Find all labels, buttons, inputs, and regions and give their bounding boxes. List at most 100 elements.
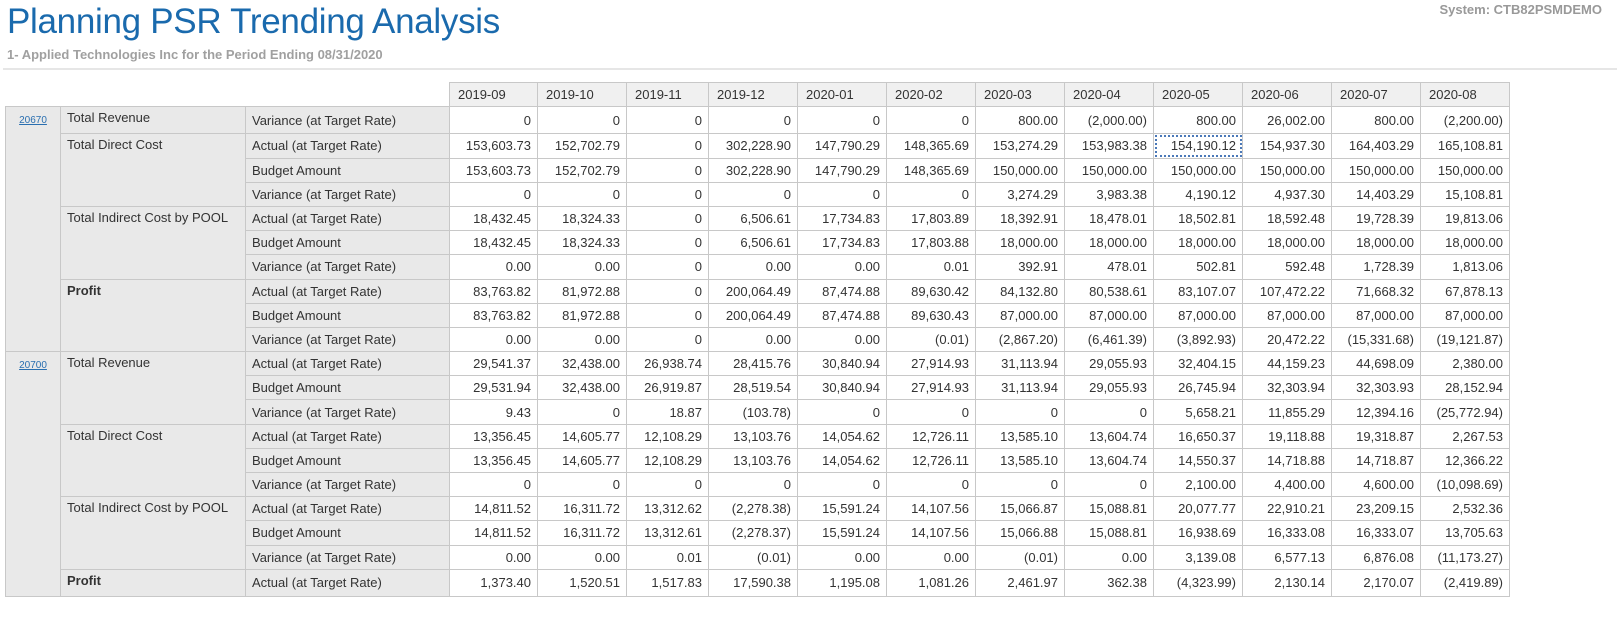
value-cell[interactable]: 0: [886, 181, 976, 207]
value-cell[interactable]: 15,066.87: [975, 496, 1065, 522]
value-cell[interactable]: 150,000.00: [1242, 157, 1332, 183]
value-cell[interactable]: 28,152.94: [1420, 375, 1510, 401]
value-cell[interactable]: 15,108.81: [1420, 181, 1510, 207]
value-cell[interactable]: 71,668.32: [1331, 278, 1421, 304]
value-cell[interactable]: 0: [797, 106, 887, 135]
value-cell[interactable]: (10,098.69): [1420, 471, 1510, 498]
value-cell[interactable]: (2,278.38): [708, 496, 798, 522]
value-cell[interactable]: (2,278.37): [708, 520, 798, 546]
value-cell[interactable]: 12,108.29: [626, 423, 709, 449]
value-cell[interactable]: 0: [626, 157, 709, 183]
value-cell[interactable]: (103.78): [708, 399, 798, 425]
value-cell[interactable]: 18,324.33: [537, 205, 627, 232]
value-cell[interactable]: 84,132.80: [975, 278, 1065, 304]
value-cell[interactable]: 147,790.29: [797, 133, 887, 159]
value-cell[interactable]: 19,318.87: [1331, 423, 1421, 449]
value-cell[interactable]: 15,591.24: [797, 496, 887, 522]
value-cell[interactable]: 0: [537, 399, 627, 425]
value-cell[interactable]: 22,910.21: [1242, 496, 1332, 522]
value-cell[interactable]: 0.00: [449, 326, 538, 353]
value-cell[interactable]: 164,403.29: [1331, 133, 1421, 159]
value-cell[interactable]: 0: [886, 106, 976, 135]
value-cell[interactable]: 13,604.74: [1064, 423, 1154, 449]
value-cell[interactable]: 302,228.90: [708, 157, 798, 183]
value-cell[interactable]: 81,972.88: [537, 302, 627, 328]
value-cell[interactable]: 12,394.16: [1331, 399, 1421, 425]
value-cell[interactable]: 18,432.45: [449, 230, 538, 256]
value-cell[interactable]: 83,763.82: [449, 302, 538, 328]
value-cell[interactable]: 20,077.77: [1153, 496, 1243, 522]
value-cell[interactable]: 18.87: [626, 399, 709, 425]
value-cell[interactable]: 0: [1064, 399, 1154, 425]
value-cell[interactable]: 18,000.00: [1064, 230, 1154, 256]
value-cell[interactable]: 0: [537, 471, 627, 498]
value-cell[interactable]: 13,103.76: [708, 447, 798, 474]
value-cell[interactable]: 0.00: [537, 326, 627, 353]
value-cell[interactable]: 0.00: [537, 544, 627, 570]
value-cell[interactable]: 302,228.90: [708, 133, 798, 159]
value-cell[interactable]: 13,312.62: [626, 496, 709, 522]
value-cell[interactable]: 18,478.01: [1064, 205, 1154, 232]
value-cell[interactable]: 0: [886, 471, 976, 498]
value-cell[interactable]: 150,000.00: [1064, 157, 1154, 183]
value-cell[interactable]: 16,333.07: [1331, 520, 1421, 546]
value-cell[interactable]: 31,113.94: [975, 375, 1065, 401]
value-cell[interactable]: 44,159.23: [1242, 351, 1332, 377]
value-cell[interactable]: 0.01: [626, 544, 709, 570]
value-cell[interactable]: 11,855.29: [1242, 399, 1332, 425]
value-cell[interactable]: 153,274.29: [975, 133, 1065, 159]
value-cell[interactable]: 0: [797, 181, 887, 207]
value-cell[interactable]: (0.01): [708, 544, 798, 570]
value-cell[interactable]: 14,107.56: [886, 520, 976, 546]
value-cell[interactable]: 13,356.45: [449, 423, 538, 449]
value-cell[interactable]: 14,811.52: [449, 520, 538, 546]
value-cell[interactable]: 16,650.37: [1153, 423, 1243, 449]
value-cell[interactable]: 6,506.61: [708, 205, 798, 232]
value-cell[interactable]: 6,506.61: [708, 230, 798, 256]
value-cell[interactable]: 4,600.00: [1331, 471, 1421, 498]
value-cell[interactable]: 0: [537, 106, 627, 135]
value-cell[interactable]: 800.00: [975, 106, 1065, 135]
value-cell[interactable]: 19,118.88: [1242, 423, 1332, 449]
value-cell[interactable]: 502.81: [1153, 254, 1243, 280]
value-cell[interactable]: 153,603.73: [449, 133, 538, 159]
value-cell[interactable]: 0: [537, 181, 627, 207]
value-cell[interactable]: (0.01): [886, 326, 976, 353]
value-cell[interactable]: 18,000.00: [1331, 230, 1421, 256]
value-cell[interactable]: 0: [626, 254, 709, 280]
value-cell[interactable]: 1,517.83: [626, 568, 709, 597]
value-cell[interactable]: 150,000.00: [1331, 157, 1421, 183]
value-cell[interactable]: 14,550.37: [1153, 447, 1243, 474]
value-cell[interactable]: 17,734.83: [797, 205, 887, 232]
value-cell[interactable]: (2,200.00): [1420, 106, 1510, 135]
value-cell[interactable]: 16,311.72: [537, 520, 627, 546]
value-cell[interactable]: 0: [1064, 471, 1154, 498]
value-cell[interactable]: 0: [626, 302, 709, 328]
value-cell[interactable]: 1,520.51: [537, 568, 627, 597]
value-cell[interactable]: (4,323.99): [1153, 568, 1243, 597]
value-cell[interactable]: 3,274.29: [975, 181, 1065, 207]
value-cell[interactable]: 0.00: [886, 544, 976, 570]
value-cell[interactable]: (2,000.00): [1064, 106, 1154, 135]
value-cell[interactable]: 2,130.14: [1242, 568, 1332, 597]
project-link[interactable]: 20670: [19, 115, 47, 127]
value-cell[interactable]: 392.91: [975, 254, 1065, 280]
value-cell[interactable]: 0: [626, 133, 709, 159]
value-cell[interactable]: 17,734.83: [797, 230, 887, 256]
value-cell[interactable]: 154,190.12: [1153, 133, 1243, 159]
value-cell[interactable]: 14,054.62: [797, 447, 887, 474]
value-cell[interactable]: 4,937.30: [1242, 181, 1332, 207]
value-cell[interactable]: 153,983.38: [1064, 133, 1154, 159]
value-cell[interactable]: 87,000.00: [1331, 302, 1421, 328]
value-cell[interactable]: (2,419.89): [1420, 568, 1510, 597]
value-cell[interactable]: 0.00: [1064, 544, 1154, 570]
value-cell[interactable]: 150,000.00: [975, 157, 1065, 183]
value-cell[interactable]: 18,000.00: [1153, 230, 1243, 256]
value-cell[interactable]: 0: [626, 230, 709, 256]
value-cell[interactable]: 0: [626, 205, 709, 232]
value-cell[interactable]: 4,400.00: [1242, 471, 1332, 498]
value-cell[interactable]: 0.00: [708, 326, 798, 353]
value-cell[interactable]: 26,938.74: [626, 351, 709, 377]
value-cell[interactable]: 32,303.94: [1242, 375, 1332, 401]
value-cell[interactable]: 165,108.81: [1420, 133, 1510, 159]
